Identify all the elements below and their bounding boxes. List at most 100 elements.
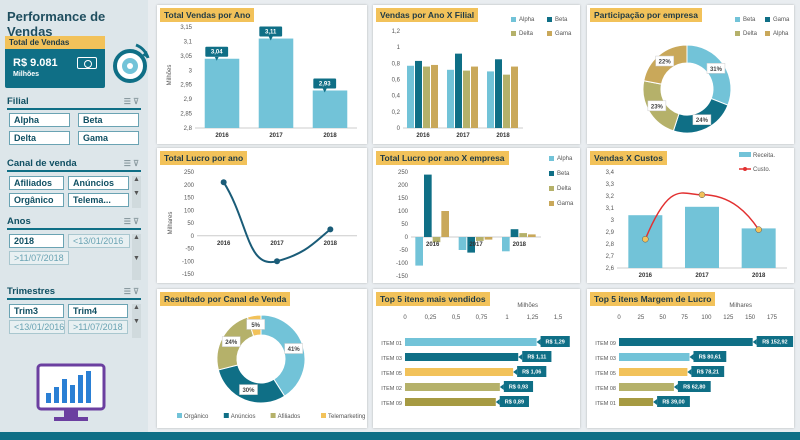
data-label-box — [693, 351, 727, 362]
legend-swatch — [739, 152, 751, 157]
slicer-item-afiliados[interactable]: Afiliados — [9, 176, 64, 190]
bar — [510, 229, 519, 237]
data-label: R$ 1,11 — [527, 355, 546, 361]
data-label-box — [756, 336, 794, 347]
legend-label: Alpha — [557, 156, 573, 162]
y-tick-label: 250 — [398, 170, 409, 176]
data-label-pointer — [536, 339, 541, 345]
bar — [619, 368, 688, 376]
slicer-anos-title: Anos ☰ ⊽ — [7, 216, 141, 230]
kpi-value: R$ 9.081 — [13, 57, 58, 69]
data-label-box — [706, 63, 726, 74]
data-label-pointer — [687, 369, 692, 375]
slicer-item-2018[interactable]: 2018 — [9, 234, 64, 248]
pie-slice — [260, 314, 306, 397]
slicer-canal-title: Canal de venda ☰ ⊽ — [7, 158, 141, 172]
scrollbar[interactable]: ▲ ▼ — [132, 176, 141, 208]
chart-title: Vendas X Custos — [590, 151, 667, 165]
slicer-item-before-2016[interactable]: <13/01/2016 — [9, 320, 65, 334]
slicer-item-delta[interactable]: Delta — [9, 131, 70, 145]
legend-label: Gama — [773, 17, 790, 23]
filter-icon[interactable]: ☰ ⊽ — [123, 97, 139, 106]
slicer-item-gama[interactable]: Gama — [78, 131, 139, 145]
money-icon — [77, 57, 97, 69]
panel-vendas-filial: Vendas por Ano X Filial 0 0,2 0,4 0,6 0,8 1 1,… — [373, 5, 580, 144]
chart-participacao: Beta Gama Delta Alpha 31% 24% 23% 22% — [642, 17, 790, 134]
slicer-item-after-2018[interactable]: >11/07/2018 — [9, 251, 69, 265]
data-label-box — [221, 336, 241, 347]
legend-label: Custo. — [753, 167, 771, 173]
filter-icon[interactable]: ☰ ⊽ — [123, 159, 139, 168]
x-tick-label: 2016 — [639, 273, 653, 279]
x-axis-label: Milhões — [517, 303, 538, 309]
data-label-pointer — [322, 88, 327, 93]
legend-label: Delta — [519, 31, 534, 37]
panel-canal-venda: Resultado por Canal de Venda 41% 30% 24% 5%… — [157, 289, 367, 428]
slicer-item-before-2016[interactable]: <13/01/2016 — [68, 234, 130, 248]
legend-label: Afiliados — [278, 414, 301, 420]
y-tick-label: 3,3 — [606, 182, 615, 188]
y-tick-label: 50 — [187, 221, 194, 227]
filter-icon[interactable]: ☰ ⊽ — [123, 217, 139, 226]
legend-swatch — [735, 31, 740, 36]
y-tick-label: 0,6 — [392, 78, 401, 84]
slicer-item-alpha[interactable]: Alpha — [9, 113, 70, 127]
legend-swatch — [270, 413, 276, 418]
slicer-item-after-2018[interactable]: >11/07/2018 — [68, 320, 128, 334]
legend-swatch — [735, 17, 740, 22]
x-tick-label: 0 — [617, 315, 621, 321]
x-tick-label: 0,75 — [476, 315, 488, 321]
data-label: 24% — [696, 118, 709, 124]
slicer-filial: Filial ☰ ⊽ Alpha Beta Delta Gama — [7, 96, 141, 148]
legend-label: Receita. — [753, 153, 775, 159]
data-label-pointer — [752, 339, 757, 345]
y-tick-label: -100 — [396, 261, 409, 267]
y-tick-label: 150 — [184, 196, 195, 202]
chart-top5-margem: Milhares 0 25 50 75 100 125 150 175 ITEM 09 R$ 152… — [595, 303, 794, 407]
data-label: 30% — [242, 388, 255, 394]
legend-swatch — [549, 171, 554, 176]
data-label: R$ 152,92 — [762, 340, 787, 346]
slicer-canal: Canal de venda ☰ ⊽ Afiliados Anúncios Or… — [7, 158, 141, 210]
data-label-pointer — [499, 384, 504, 390]
data-label: 23% — [651, 104, 664, 110]
legend-swatch — [223, 413, 229, 418]
y-tick-label: 3 — [189, 68, 193, 74]
x-tick-label: 150 — [745, 315, 756, 321]
bar — [432, 237, 441, 243]
legend-label: Beta — [557, 171, 570, 177]
chart-title: Resultado por Canal de Venda — [160, 292, 291, 306]
x-axis-label: Milhares — [729, 303, 752, 309]
bar — [685, 206, 719, 268]
x-tick-label: 1 — [505, 315, 509, 321]
slicer-trimestres: Trimestres ☰ ⊽ Trim3 Trim4 <13/01/2016 >… — [7, 286, 141, 342]
y-tick-label: 3,4 — [606, 170, 615, 176]
filter-icon[interactable]: ☰ ⊽ — [123, 287, 139, 296]
bar — [487, 71, 494, 128]
scrollbar[interactable]: ▲ ▼ — [132, 304, 141, 338]
legend-label: Orgânico — [184, 414, 209, 420]
legend-label: Telemarketing — [328, 414, 365, 420]
slicer-item-beta[interactable]: Beta — [78, 113, 139, 127]
data-label-box — [284, 343, 303, 354]
slicer-item-organico[interactable]: Orgânico — [9, 193, 64, 207]
data-label-box — [677, 381, 711, 392]
data-label-pointer — [518, 354, 523, 360]
legend-label: Delta — [557, 186, 572, 192]
panel-lucro-empresa: Total Lucro por ano X empresa -150 -100 -5… — [373, 148, 580, 283]
scrollbar[interactable]: ▲ ▼ — [132, 234, 141, 280]
data-label-pointer — [653, 399, 658, 405]
bar — [458, 237, 467, 250]
data-label-box — [522, 351, 552, 362]
slicer-item-anuncios[interactable]: Anúncios — [68, 176, 129, 190]
legend-swatch — [549, 186, 554, 191]
slicer-item-trim4[interactable]: Trim4 — [68, 304, 128, 318]
data-label: 2,93 — [319, 81, 331, 87]
x-tick-label: 1,5 — [554, 315, 563, 321]
y-tick-label: 0,2 — [392, 110, 401, 116]
slicer-item-telemarketing[interactable]: Telema... — [68, 193, 129, 207]
y-tick-label: 1 — [397, 45, 401, 51]
data-label: R$ 0,93 — [509, 385, 528, 391]
slicer-item-trim3[interactable]: Trim3 — [9, 304, 64, 318]
x-tick-label: 25 — [638, 315, 645, 321]
